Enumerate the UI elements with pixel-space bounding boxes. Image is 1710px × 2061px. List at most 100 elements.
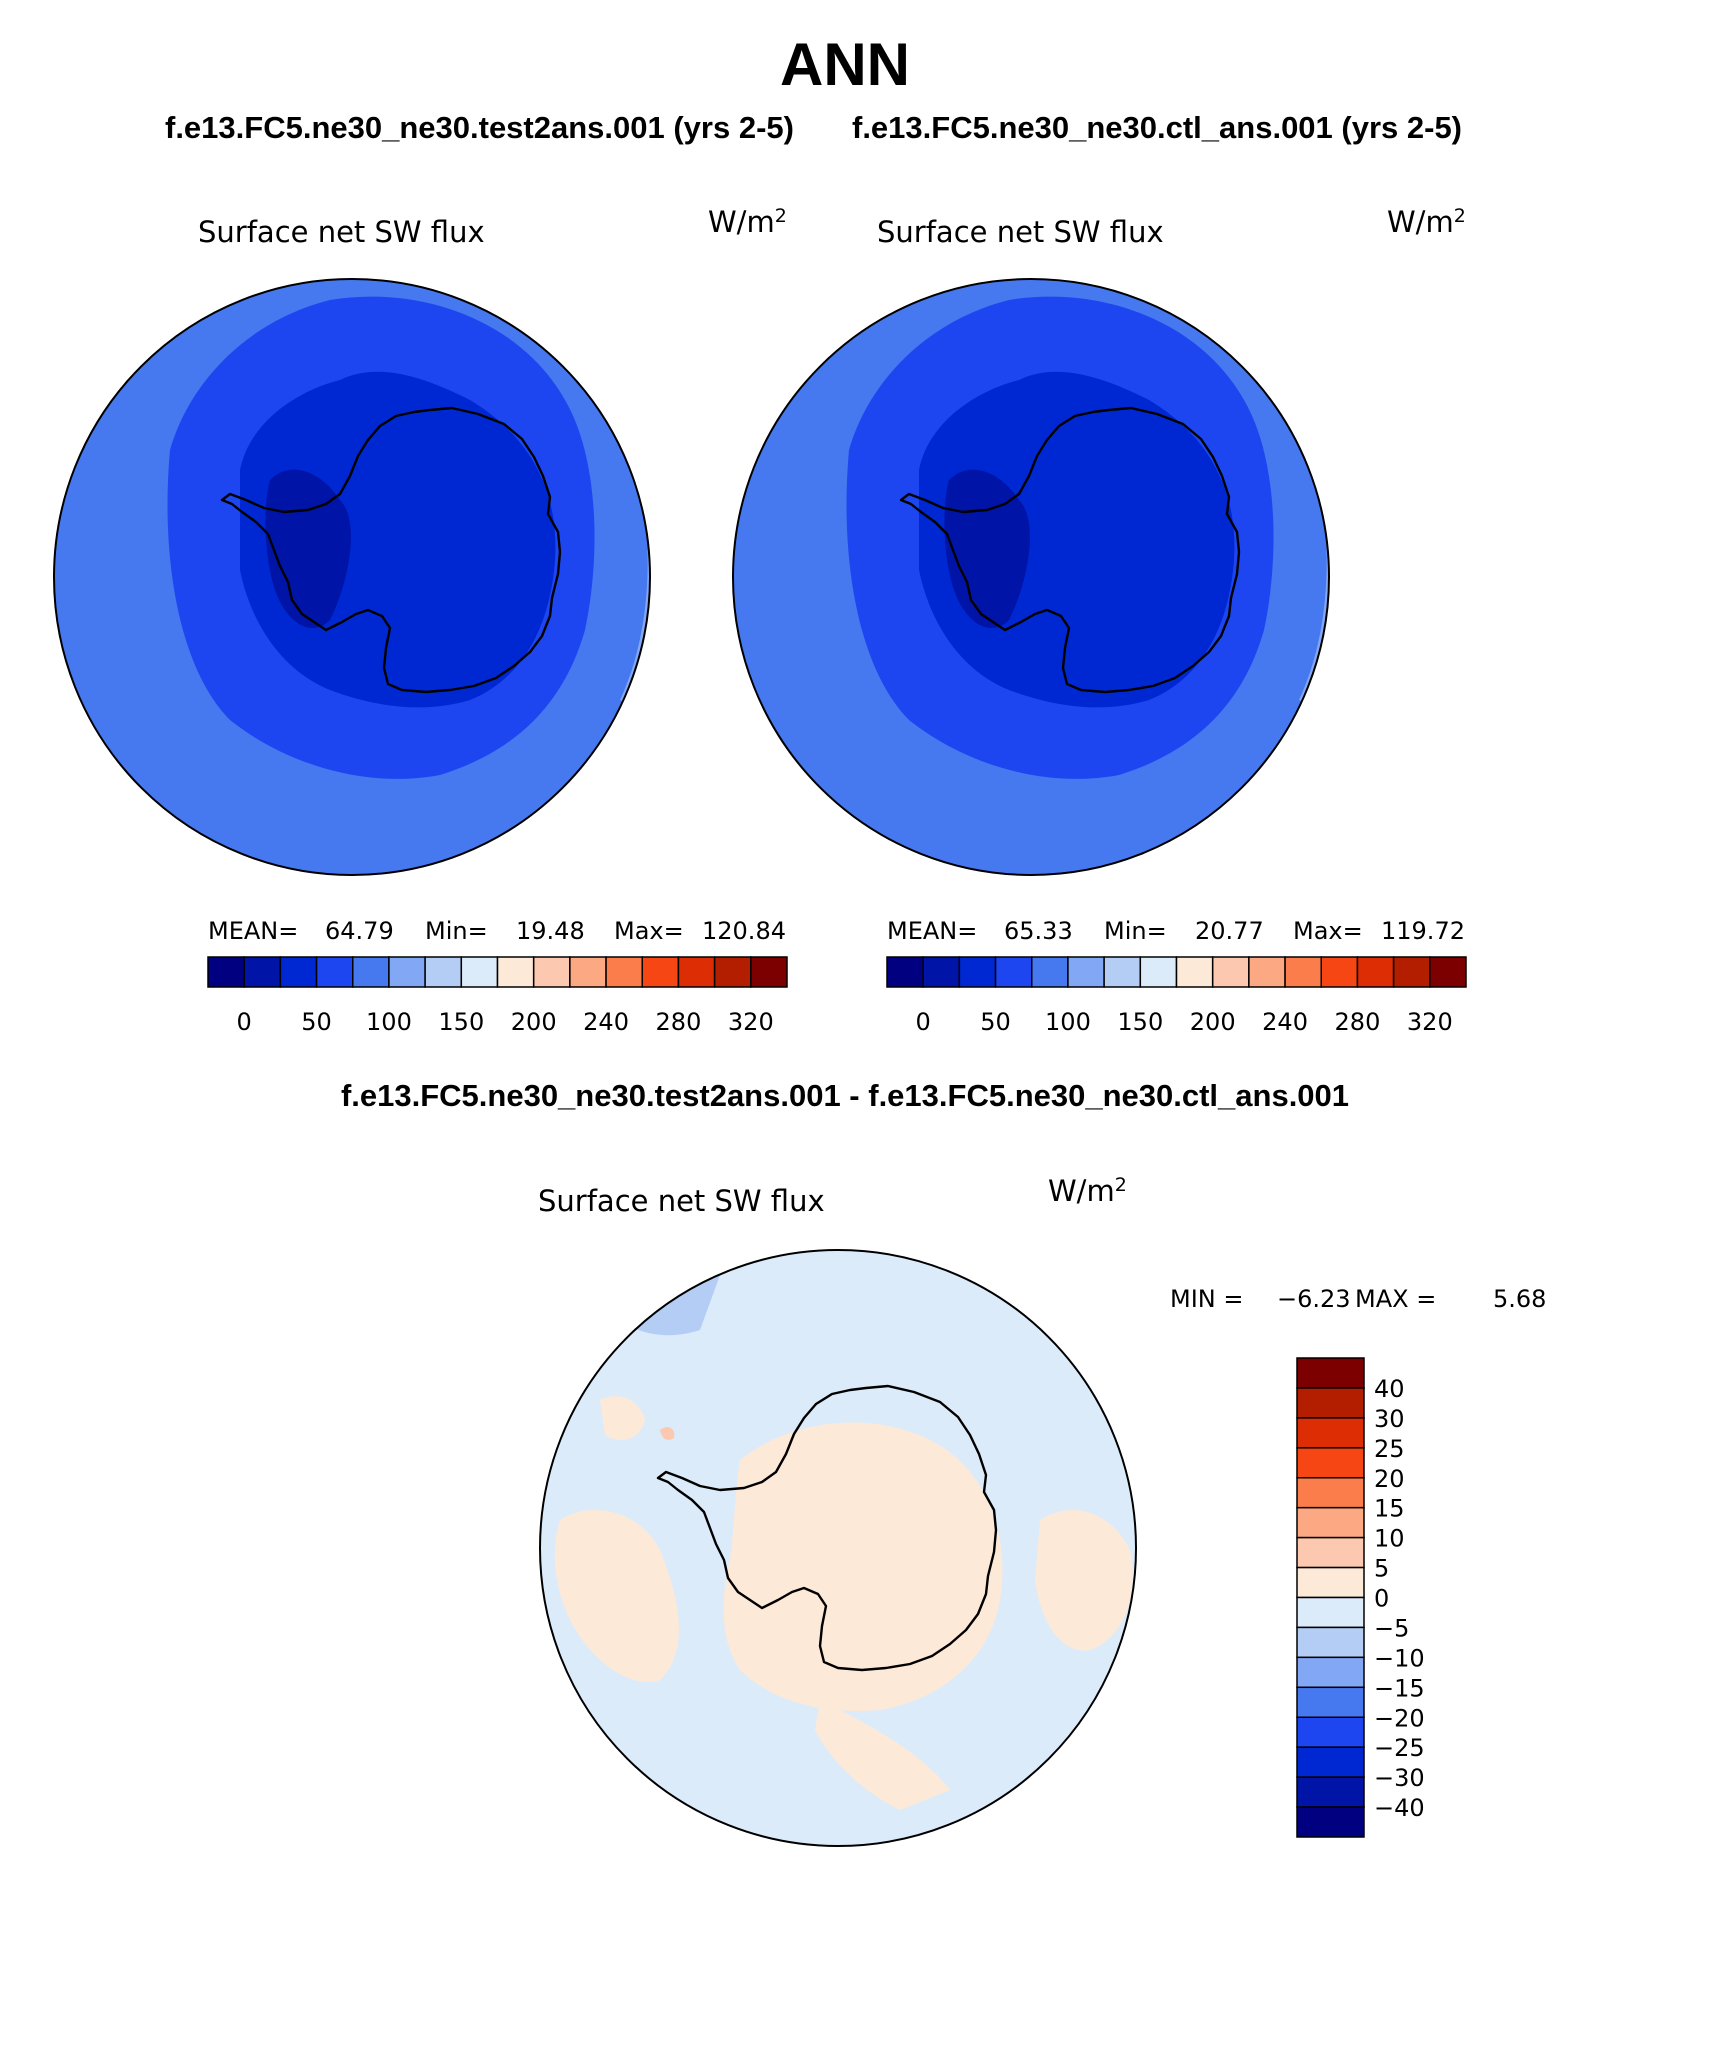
test-stats: MEAN= 64.79 Min= 19.48 Max= 120.84 (208, 917, 786, 945)
control-map (732, 278, 1330, 876)
colorbar-tick-label: 100 (1045, 1008, 1091, 1036)
colorbar-swatch (677, 956, 716, 988)
min-value: −6.23 (1277, 1285, 1351, 1313)
colorbar-tick-label: −5 (1374, 1614, 1409, 1642)
colorbar-swatch (1296, 1447, 1365, 1479)
colorbar-tick-label: 320 (728, 1008, 774, 1036)
colorbar-swatch (1296, 1357, 1365, 1389)
colorbar-swatch (922, 956, 961, 988)
positive-difference-patch (554, 1510, 679, 1682)
difference-title: f.e13.FC5.ne30_ne30.test2ans.001 - f.e13… (340, 1078, 1350, 1113)
colorbar-swatch (750, 956, 788, 988)
colorbar-tick-label: 40 (1374, 1375, 1405, 1403)
colorbar-swatch (1296, 1596, 1365, 1629)
colorbar-swatch (1067, 956, 1105, 988)
colorbar-swatch (1296, 1776, 1365, 1808)
colorbar-swatch (1296, 1387, 1365, 1419)
min-label: Min= (425, 917, 488, 945)
low-flux-basin (265, 469, 351, 629)
test-case-title: f.e13.FC5.ne30_ne30.test2ans.001 (yrs 2-… (165, 110, 794, 145)
colorbar-swatch (352, 956, 390, 988)
test-colorbar: 0 50 100 150 200 240 280 320 (207, 956, 788, 1036)
units-label: W/m2 (1048, 1174, 1127, 1208)
min-value: 19.48 (516, 917, 585, 945)
colorbar-tick-label: 150 (1117, 1008, 1163, 1036)
colorbar-swatch (1031, 956, 1069, 988)
colorbar-tick-label: 240 (1262, 1008, 1308, 1036)
colorbar-swatch (569, 956, 607, 988)
colorbar-tick-label: 15 (1374, 1495, 1405, 1523)
colorbar-tick-label: 10 (1374, 1525, 1405, 1553)
colorbar-tick-label: −20 (1374, 1704, 1425, 1732)
colorbar-tick-label: −40 (1374, 1794, 1425, 1822)
colorbar-tick-label: 150 (438, 1008, 484, 1036)
positive-difference-patch (1035, 1510, 1133, 1651)
mean-value: 65.33 (1004, 917, 1073, 945)
colorbar-swatch (279, 956, 318, 988)
colorbar-swatch (605, 956, 643, 988)
control-case-title: f.e13.FC5.ne30_ne30.ctl_ans.001 (yrs 2-5… (852, 110, 1463, 145)
colorbar-swatch (243, 956, 282, 988)
colorbar-tick-label: 30 (1374, 1405, 1405, 1433)
mean-label: MEAN= (887, 917, 977, 945)
colorbar-swatch (1296, 1417, 1365, 1449)
max-label: Max= (614, 917, 684, 945)
units-label: W/m2 (708, 205, 787, 239)
colorbar-swatch (1211, 956, 1250, 988)
colorbar-swatch (1320, 956, 1359, 988)
colorbar-tick-label: 20 (1374, 1465, 1405, 1493)
colorbar-swatch (1103, 956, 1142, 988)
colorbar-swatch (1296, 1506, 1365, 1539)
colorbar-tick-label: 50 (980, 1008, 1011, 1036)
colorbar-tick-label: 280 (656, 1008, 702, 1036)
figure-title: ANN (780, 31, 910, 98)
colorbar-swatch (1356, 956, 1395, 988)
colorbar-swatch (207, 956, 245, 988)
low-flux-basin (944, 469, 1030, 629)
variable-label: Surface net SW flux (538, 1184, 825, 1218)
colorbar-swatch (1296, 1716, 1365, 1748)
colorbar-swatch (1296, 1686, 1365, 1718)
colorbar-tick-label: 200 (511, 1008, 557, 1036)
variable-label: Surface net SW flux (198, 215, 485, 249)
colorbar-swatch (713, 956, 752, 988)
colorbar-swatch (1296, 1536, 1365, 1569)
max-value: 5.68 (1493, 1285, 1546, 1313)
min-value: 20.77 (1195, 917, 1264, 945)
colorbar-tick-label: 100 (366, 1008, 412, 1036)
colorbar-tick-label: 50 (301, 1008, 332, 1036)
max-label: Max= (1293, 917, 1363, 945)
colorbar-swatch (1284, 956, 1322, 988)
colorbar-tick-label: 25 (1374, 1435, 1405, 1463)
colorbar-swatch (1296, 1656, 1365, 1689)
difference-map (539, 1249, 1137, 1847)
colorbar-swatch (1248, 956, 1286, 988)
colorbar-swatch (532, 956, 571, 988)
colorbar-swatch (1175, 956, 1214, 988)
colorbar-tick-label: 0 (916, 1008, 931, 1036)
colorbar-swatch (424, 956, 463, 988)
colorbar-swatch (1139, 956, 1178, 988)
positive-difference-patch (723, 1422, 1003, 1711)
colorbar-swatch (460, 956, 499, 988)
colorbar-swatch (886, 956, 924, 988)
units-label: W/m2 (1387, 205, 1466, 239)
mean-value: 64.79 (325, 917, 394, 945)
colorbar-tick-label: 5 (1374, 1555, 1389, 1583)
colorbar-swatch (1296, 1566, 1365, 1599)
colorbar-swatch (496, 956, 535, 988)
variable-label: Surface net SW flux (877, 215, 1164, 249)
colorbar-tick-label: 0 (1374, 1585, 1389, 1613)
colorbar-swatch (994, 956, 1033, 988)
map-boundary (732, 278, 1330, 876)
colorbar-swatch (1429, 956, 1467, 988)
colorbar-tick-label: −30 (1374, 1764, 1425, 1792)
min-label: Min= (1104, 917, 1167, 945)
colorbar-tick-label: −10 (1374, 1644, 1425, 1672)
colorbar-swatch (1296, 1746, 1365, 1778)
map-boundary (53, 278, 651, 876)
colorbar-swatch (315, 956, 354, 988)
max-value: 120.84 (702, 917, 786, 945)
colorbar-tick-label: −25 (1374, 1734, 1425, 1762)
colorbar-tick-label: 0 (237, 1008, 252, 1036)
